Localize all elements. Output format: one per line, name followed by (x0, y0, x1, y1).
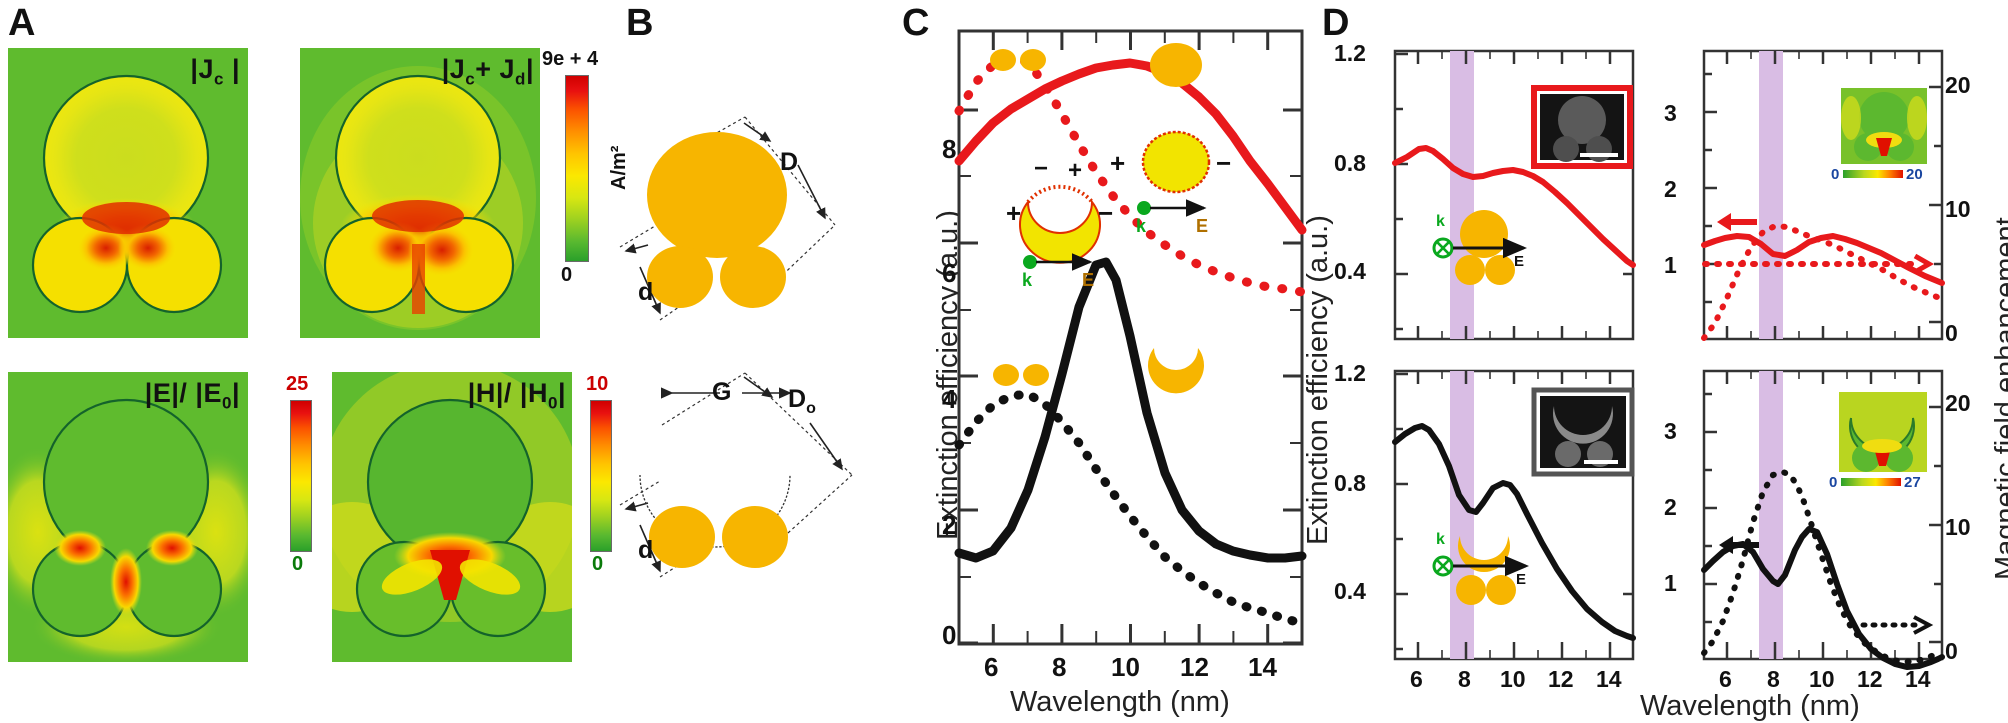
field-map-h: |H|/ |H0| (332, 372, 572, 662)
panel-b-letter: B (626, 2, 654, 44)
svg-text:+: + (1006, 198, 1021, 228)
panel-c-plot (954, 29, 1307, 646)
panel-d-br-ytick-1: 1 (1664, 570, 1677, 596)
panel-d-tl-ytick-1.2: 1.2 (1334, 40, 1366, 66)
panel-a: A |Jc | (0, 0, 630, 721)
panel-d-tr-ytick-1: 1 (1664, 252, 1677, 278)
panel-c-xtick-6: 6 (984, 652, 999, 682)
panel-d-tr-ytick-right-10: 10 (1945, 196, 1971, 222)
panel-d-tr-ytick-3: 3 (1664, 100, 1677, 126)
panel-d-ylabel-left: Extinction efficiency (a.u.) (1302, 215, 1334, 545)
panel-b-dim-G: G (712, 378, 732, 406)
panel-b-dim-D: D (780, 148, 799, 176)
field-map-jc-jd-label: |Jc+ Jd| (441, 54, 534, 89)
panel-c-ytick-8: 8 (942, 134, 957, 164)
colorbar-current-density-max: 9e + 4 (542, 48, 599, 70)
panel-d-bl-ytick-1.2: 1.2 (1334, 360, 1366, 386)
svg-text:20: 20 (1906, 166, 1923, 183)
colorbar-current-density-min: 0 (561, 264, 573, 286)
panel-c-ytick-0: 0 (942, 620, 957, 650)
panel-c-ytick-6: 6 (942, 258, 957, 288)
panel-c-legend-icons: − + + − k E + − k E (990, 43, 1231, 394)
panel-d-tr-ytick-right-20: 20 (1945, 72, 1971, 98)
svg-text:k: k (1136, 216, 1147, 236)
svg-text:+: + (1068, 157, 1082, 184)
panel-d-br-xtick-14: 14 (1905, 666, 1931, 692)
panel-c: C Extinction efficiency (a.u.) 8 6 4 2 0 (900, 0, 1320, 721)
panel-d-tr-ytick-right-0: 0 (1945, 320, 1958, 346)
panel-d-bl-xtick-12: 12 (1548, 666, 1574, 692)
panel-d-br-xtick-12: 12 (1857, 666, 1883, 692)
panel-d-bl-xtick-10: 10 (1500, 666, 1526, 692)
panel-d-br-xtick-6: 6 (1719, 666, 1732, 692)
colorbar-e-field-min: 0 (292, 553, 304, 575)
field-map-jc: |Jc | (8, 48, 248, 338)
panel-d-bl-xtick-8: 8 (1458, 666, 1471, 692)
panel-d-br-xtick-10: 10 (1809, 666, 1835, 692)
svg-text:−: − (1098, 198, 1113, 228)
field-map-jc-label: |Jc | (190, 54, 240, 89)
svg-text:−: − (1034, 155, 1048, 182)
panel-c-xtick-14: 14 (1248, 652, 1277, 682)
panel-c-xtick-10: 10 (1111, 652, 1140, 682)
svg-text:k: k (1436, 531, 1445, 548)
field-map-e-label: |E|/ |E0| (144, 378, 240, 413)
panel-d-br-ytick-2: 2 (1664, 494, 1677, 520)
field-map-jc-jd: |Jc+ Jd| (300, 48, 540, 338)
field-map-h-label: |H|/ |H0| (467, 378, 566, 413)
panel-d-subplot-crescent-magnetic: 0 27 (1701, 369, 1945, 670)
panel-d-br-xtick-8: 8 (1767, 666, 1780, 692)
panel-d-xlabel: Wavelength (nm) (1640, 690, 1860, 722)
panel-d-bl-ytick-0.4: 0.4 (1334, 578, 1366, 604)
panel-d-subplot-sphere-magnetic: 0 20 (1701, 49, 1945, 341)
panel-d-letter: D (1322, 2, 1350, 44)
panel-d-br-ytick-right-0: 0 (1945, 638, 1958, 664)
panel-d-br-ytick-right-20: 20 (1945, 390, 1971, 416)
svg-text:k: k (1436, 213, 1445, 230)
colorbar-h-field-max: 10 (586, 373, 609, 395)
svg-text:0: 0 (1831, 166, 1839, 183)
panel-c-xtick-8: 8 (1052, 652, 1067, 682)
panel-d-tr-ytick-2: 2 (1664, 176, 1677, 202)
panel-b: B (619, 0, 910, 721)
colorbar-h-field (590, 400, 612, 552)
panel-d-subplot-sphere-extinction: k E (1392, 49, 1636, 341)
svg-text:E: E (1516, 571, 1526, 588)
panel-b-dim-d-top: d (638, 278, 654, 306)
panel-b-dim-Do: Do (788, 385, 816, 417)
svg-text:k: k (1022, 270, 1033, 290)
panel-d-subplot-crescent-extinction: k E (1392, 369, 1636, 661)
colorbar-e-field (290, 400, 312, 552)
panel-d-ylabel-right: Magnetic field enhancement (1990, 217, 2008, 580)
colorbar-h-field-min: 0 (592, 553, 604, 575)
svg-text:+: + (1110, 148, 1125, 178)
panel-c-ytick-2: 2 (942, 510, 957, 540)
colorbar-current-density (565, 75, 589, 262)
svg-text:E: E (1196, 216, 1208, 236)
svg-text:−: − (1216, 148, 1231, 178)
panel-c-ytick-4: 4 (942, 384, 957, 414)
panel-d-bl-xtick-6: 6 (1410, 666, 1423, 692)
colorbar-e-field-max: 25 (286, 373, 309, 395)
field-map-e: |E|/ |E0| (8, 372, 248, 662)
panel-c-xtick-12: 12 (1180, 652, 1209, 682)
svg-text:E: E (1082, 270, 1094, 290)
panel-d-tl-ytick-0.4: 0.4 (1334, 258, 1366, 284)
panel-c-xlabel: Wavelength (nm) (1010, 686, 1230, 718)
panel-d-tl-ytick-0.8: 0.8 (1334, 150, 1366, 176)
panel-d-bl-ytick-0.8: 0.8 (1334, 470, 1366, 496)
panel-d-br-ytick-3: 3 (1664, 418, 1677, 444)
panel-d: D Extinction efficiency (a.u.) Magnetic … (1302, 0, 2008, 722)
panel-a-letter: A (8, 2, 36, 44)
svg-text:0: 0 (1829, 474, 1837, 491)
panel-d-bl-xtick-14: 14 (1596, 666, 1622, 692)
svg-text:27: 27 (1904, 474, 1921, 491)
panel-c-letter: C (902, 2, 930, 44)
panel-b-dim-d-bottom: d (638, 536, 654, 564)
svg-text:E: E (1514, 253, 1524, 270)
panel-d-br-ytick-right-10: 10 (1945, 514, 1971, 540)
panel-b-schematics (619, 116, 853, 578)
